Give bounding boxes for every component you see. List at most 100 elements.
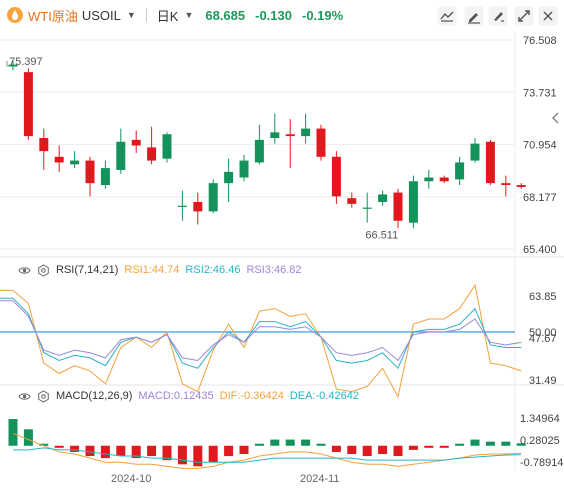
price-tick-label: 76.508 xyxy=(523,35,557,47)
macd-bar xyxy=(424,445,434,448)
candle-body xyxy=(485,141,495,184)
macd-bar xyxy=(285,439,295,446)
divider xyxy=(145,8,147,22)
rsi-line-rsi3 xyxy=(0,300,522,362)
rsi-line-rsi2 xyxy=(0,297,522,370)
x-axis-label: 2024-11 xyxy=(300,473,340,485)
fullscreen-icon[interactable] xyxy=(514,6,534,26)
rsi-legend: RSI(7,14,21) RSI1:44.74 RSI2:46.46 RSI3:… xyxy=(18,263,302,277)
macd-bar xyxy=(501,441,511,446)
dea-value: DEA:-0.42642 xyxy=(289,390,359,402)
chevron-left-icon[interactable] xyxy=(549,110,563,126)
macd-bar xyxy=(455,443,465,446)
x-axis-label: 2024-10 xyxy=(111,473,151,485)
price-tick-label: 73.731 xyxy=(523,87,557,99)
candle-body xyxy=(147,147,157,161)
line-chart-icon[interactable] xyxy=(437,6,457,26)
macd-bar xyxy=(208,445,218,463)
candle-body xyxy=(39,137,49,152)
caret-down-icon[interactable]: ▼ xyxy=(184,10,194,20)
macd-bar xyxy=(393,445,403,457)
macd-bar xyxy=(85,445,95,457)
macd-bar xyxy=(439,445,449,448)
candle-body xyxy=(301,128,311,137)
macd-bar xyxy=(147,445,157,457)
eye-icon[interactable] xyxy=(18,390,31,403)
macd-bar xyxy=(331,445,341,452)
macd-bar xyxy=(408,445,418,450)
candle-body xyxy=(424,177,434,182)
price-change-pct: -0.19% xyxy=(302,7,344,23)
gear-icon[interactable] xyxy=(37,263,50,277)
rsi-tick-label: 63.85 xyxy=(529,291,557,303)
candle-body xyxy=(316,128,326,157)
rsi-tick-label: 31.49 xyxy=(529,375,557,387)
candle-body xyxy=(254,139,264,163)
rsi-tick-label: 47.67 xyxy=(529,333,557,345)
macd-bar xyxy=(362,445,372,457)
candle-body xyxy=(116,141,126,170)
candle-body xyxy=(516,185,526,187)
macd-title: MACD(12,26,9) xyxy=(56,390,133,402)
macd-bar xyxy=(347,445,357,454)
macd-legend: MACD(12,26,9) MACD:0.12435 DIF:-0.36424 … xyxy=(18,389,359,403)
candle-body xyxy=(455,162,465,180)
eye-icon[interactable] xyxy=(18,264,31,277)
symbol-selector[interactable]: WTI原油 USOIL ▼ 日K ▼ 68.685 -0.130 -0.19% xyxy=(6,6,343,24)
symbol-code: USOIL xyxy=(81,7,121,23)
macd-bar xyxy=(70,445,80,452)
macd-bar xyxy=(239,445,249,454)
candle-body xyxy=(501,183,511,186)
oil-logo-icon xyxy=(6,6,24,24)
macd-bar xyxy=(23,429,33,446)
candle-body xyxy=(331,156,341,197)
candle-body xyxy=(70,160,80,165)
caret-down-icon[interactable]: ▼ xyxy=(126,10,136,20)
rsi3-value: RSI3:46.82 xyxy=(246,264,302,276)
candle-body xyxy=(439,177,449,182)
macd-bar xyxy=(470,439,480,446)
candle-body xyxy=(193,201,203,212)
price-tick-label: 70.954 xyxy=(523,140,557,152)
macd-bar xyxy=(224,445,234,457)
macd-bar xyxy=(301,439,311,446)
macd-bar xyxy=(316,443,326,446)
candle-body xyxy=(131,139,141,146)
macd-value: MACD:0.12435 xyxy=(138,390,214,402)
candle-body xyxy=(285,134,295,137)
candle-body xyxy=(100,168,110,186)
high-annotation: 75.397 xyxy=(9,56,43,68)
candle-body xyxy=(23,72,33,137)
price-tick-label: 68.177 xyxy=(523,192,557,204)
candle-body xyxy=(347,198,357,204)
price-tick-label: 65.400 xyxy=(523,244,557,256)
macd-bar xyxy=(254,443,264,446)
gear-icon[interactable] xyxy=(37,389,50,403)
dea-line xyxy=(13,447,522,463)
candle-body xyxy=(177,205,187,207)
macd-bar xyxy=(131,445,141,459)
candle-body xyxy=(470,143,480,161)
candle-body xyxy=(8,64,18,67)
toolbar: WTI原油 USOIL ▼ 日K ▼ 68.685 -0.130 -0.19% xyxy=(0,0,564,30)
macd-bar xyxy=(193,445,203,467)
last-price: 68.685 xyxy=(205,7,246,23)
rsi2-value: RSI2:46.46 xyxy=(185,264,241,276)
macd-bar xyxy=(100,445,110,459)
close-icon[interactable] xyxy=(538,6,558,26)
rsi-tick-label: 50.00 xyxy=(529,327,557,339)
pen-icon[interactable] xyxy=(488,6,508,26)
candle-body xyxy=(408,181,418,223)
period-selector[interactable]: 日K xyxy=(156,8,179,24)
macd-bar xyxy=(270,439,280,446)
dif-value: DIF:-0.36424 xyxy=(219,390,284,402)
macd-bar xyxy=(378,445,388,454)
macd-tick-label: 1.34964 xyxy=(520,413,560,425)
price-change: -0.130 xyxy=(255,7,292,23)
draw-tools-icon[interactable] xyxy=(464,6,484,26)
candle-body xyxy=(224,171,234,184)
macd-bar xyxy=(116,445,126,457)
candle-body xyxy=(362,207,372,209)
macd-tick-label: 0.28025 xyxy=(520,435,560,447)
